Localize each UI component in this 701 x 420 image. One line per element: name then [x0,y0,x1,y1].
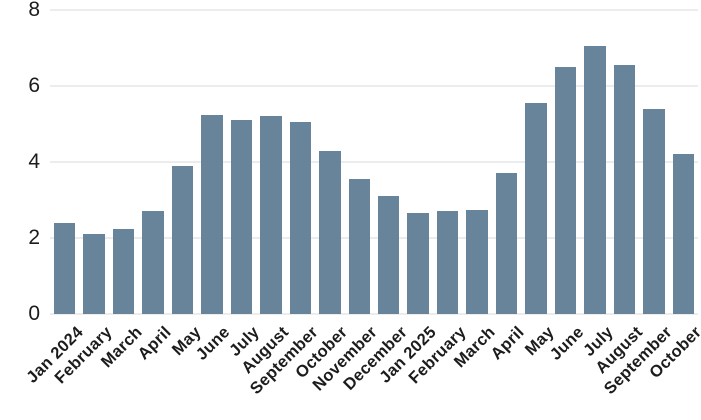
bar [377,196,400,314]
bar [230,120,253,314]
bar [613,65,636,314]
bar [466,209,488,314]
bar [319,150,341,314]
bar [436,211,459,314]
gridline [50,237,698,239]
bar [83,234,105,314]
gridline [50,161,698,163]
x-tick-label: June [546,323,588,364]
bar [643,108,665,314]
bar [142,211,164,314]
bar [495,173,518,314]
x-tick-label: April [487,323,529,364]
bar [672,154,695,314]
bar [171,165,194,314]
plot-area [50,9,698,315]
bar [554,67,577,314]
bar [112,228,135,314]
bar [289,122,312,314]
gridline [50,85,698,87]
x-tick-label: April [134,323,175,364]
bar [53,222,76,314]
gridline [50,9,698,11]
bar [201,114,223,314]
bar [584,46,606,314]
bar [407,213,429,314]
gridline [50,313,698,315]
bar [525,103,547,314]
bar [348,179,371,314]
bar [260,116,282,314]
